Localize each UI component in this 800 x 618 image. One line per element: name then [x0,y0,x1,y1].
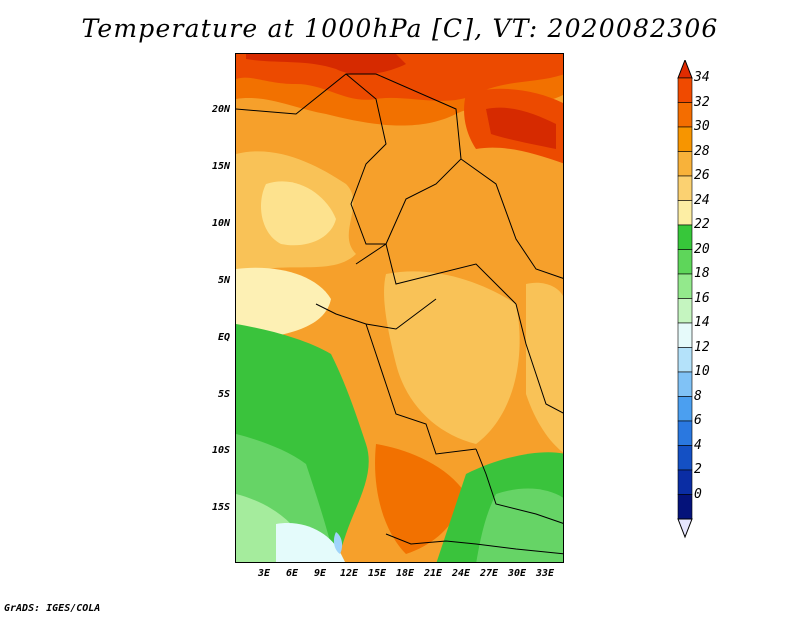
colorbar-label: 4 [694,437,702,453]
lon-label: 24E [451,568,471,579]
colorbar-label: 30 [694,119,710,134]
colorbar-swatch [677,151,693,177]
country-borders [236,73,563,555]
colorbar-label: 2 [694,462,702,477]
lon-label: 15E [367,568,387,579]
lon-label: 3E [257,568,271,579]
zone-10 [333,532,343,554]
colorbar-label: 18 [694,266,710,281]
colorbar-label: 34 [694,70,710,85]
temperature-map [235,53,564,563]
zone-22 [236,267,331,339]
colorbar-label: 32 [694,94,710,110]
zone-30sw [375,444,466,554]
zone-18se [476,488,563,562]
lat-label: 10S [211,445,230,456]
colorbar-label: 12 [694,339,710,355]
colorbar-label: 26 [694,168,710,183]
colorbar-label: 10 [694,364,710,379]
lat-label: 5S [217,389,230,400]
colorbar-label: 0 [694,486,702,502]
colorbar-swatch [677,494,693,520]
lat-label: 5N [217,275,230,286]
colorbar-swatch [677,126,693,152]
lon-label: 12E [339,568,359,579]
zone-34b [486,107,556,149]
colorbar-swatch [677,322,693,348]
zone-26e [526,282,563,453]
temperature-field [236,54,563,562]
colorbar-swatch [677,200,693,226]
colorbar-label: 20 [694,241,710,257]
zone-26c [384,271,520,444]
colorbar-swatch [677,273,693,299]
colorbar-label: 22 [694,217,710,232]
lon-label: 18E [395,568,415,579]
colorbar-swatch [677,298,693,324]
colorbar-label: 6 [694,413,702,428]
colorbar-bottom-arrow [677,518,693,539]
colorbar-label: 28 [694,143,710,159]
colorbar-swatch [677,371,693,397]
lon-label: 6E [285,568,299,579]
lat-label: 15S [211,502,230,513]
lon-label: 27E [479,568,499,579]
colorbar-swatch [677,445,693,471]
lon-label: 30E [507,568,527,579]
zone-24w [261,181,336,246]
colorbar-swatch [677,224,693,250]
colorbar-swatch [677,77,693,103]
map-title: Temperature at 1000hPa [C], VT: 20200823… [81,14,719,43]
colorbar-swatch [677,249,693,275]
colorbar-swatch [677,347,693,373]
colorbar-swatch [677,102,693,128]
zone-32 [236,54,563,101]
lat-label: 15N [211,161,230,172]
colorbar-swatch [677,175,693,201]
colorbar-label: 16 [694,290,710,306]
colorbar [677,60,693,539]
lat-label: 10N [211,218,230,229]
zone-34a [246,54,406,75]
lon-label: 33E [535,568,555,579]
lon-label: 9E [313,568,327,579]
colorbar-swatch [677,420,693,446]
lat-label: EQ [217,332,230,343]
colorbar-swatch [677,469,693,495]
lat-label: 20N [211,104,230,115]
colorbar-label: 24 [694,192,710,208]
colorbar-swatch [677,396,693,422]
lon-label: 21E [423,568,443,579]
zone-12 [276,523,345,562]
colorbar-label: 14 [694,315,710,330]
credit-text: GrADS: IGES/COLA [4,603,101,614]
colorbar-top-arrow [677,60,693,79]
colorbar-label: 8 [694,388,702,404]
